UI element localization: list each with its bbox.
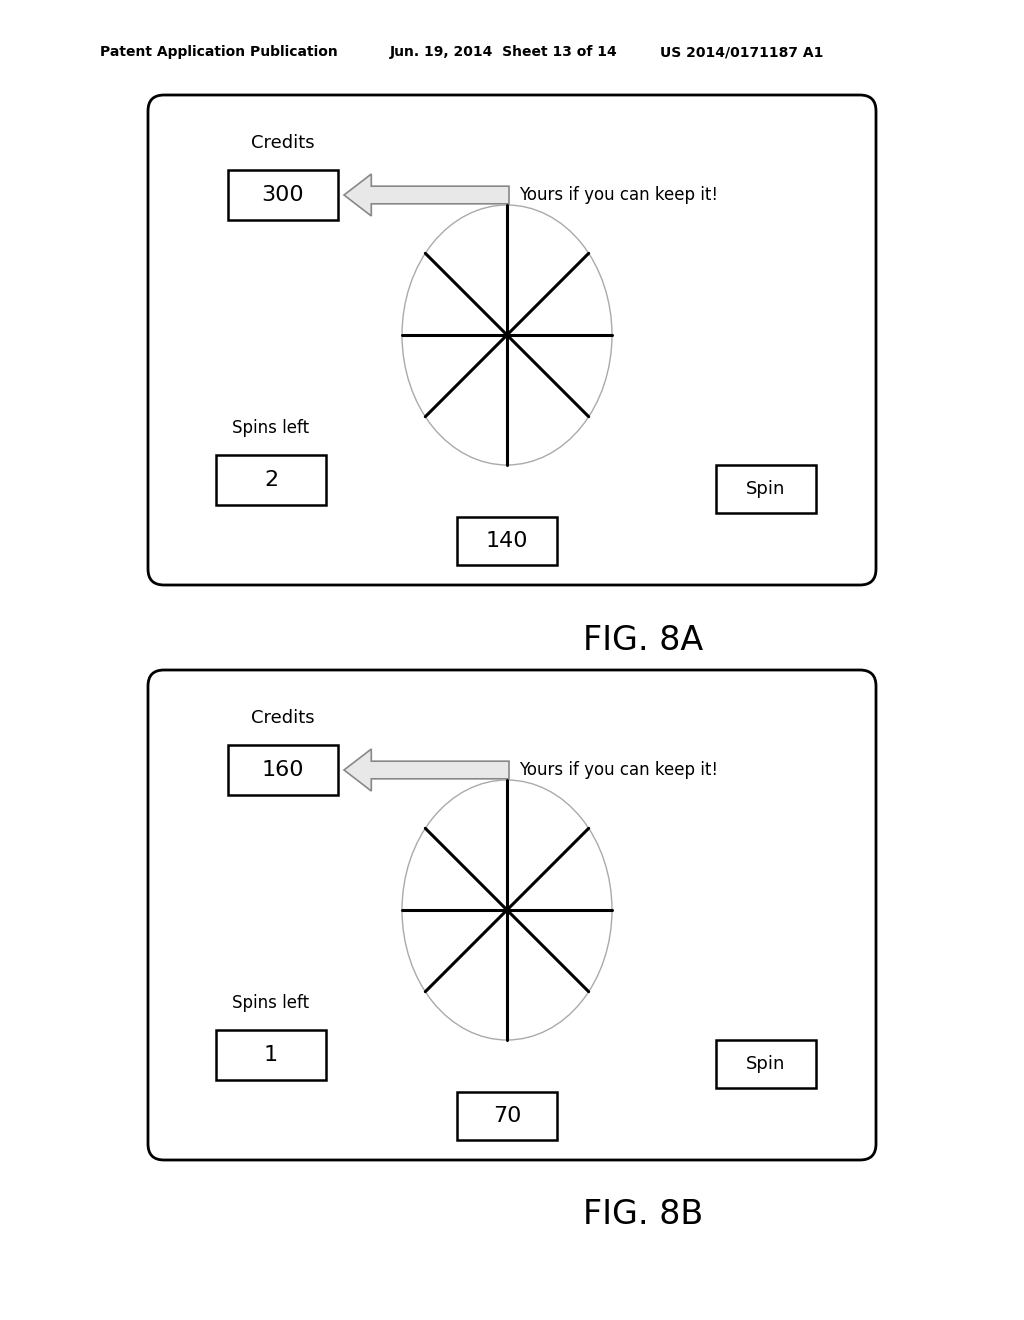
Text: 2: 2 <box>264 470 279 490</box>
Bar <box>228 170 338 220</box>
Text: 1: 1 <box>264 1045 279 1065</box>
Text: US 2014/0171187 A1: US 2014/0171187 A1 <box>660 45 823 59</box>
Text: 160: 160 <box>262 760 304 780</box>
Bar <box>457 517 557 565</box>
Text: 300: 300 <box>262 185 304 205</box>
Bar <box>216 455 326 506</box>
Text: Credits: Credits <box>251 709 314 727</box>
Bar <box>716 465 816 513</box>
Text: Spin: Spin <box>746 480 785 498</box>
Text: 70: 70 <box>493 1106 521 1126</box>
Bar <box>228 744 338 795</box>
Text: Yours if you can keep it!: Yours if you can keep it! <box>519 186 718 205</box>
Text: Credits: Credits <box>251 135 314 152</box>
Text: Yours if you can keep it!: Yours if you can keep it! <box>519 762 718 779</box>
Text: Patent Application Publication: Patent Application Publication <box>100 45 338 59</box>
Text: Spin: Spin <box>746 1055 785 1073</box>
FancyBboxPatch shape <box>148 671 876 1160</box>
Text: 140: 140 <box>485 531 528 550</box>
Ellipse shape <box>402 780 612 1040</box>
FancyBboxPatch shape <box>148 95 876 585</box>
Bar <box>716 1040 816 1088</box>
Ellipse shape <box>402 205 612 465</box>
Bar <box>216 1030 326 1080</box>
Text: Jun. 19, 2014  Sheet 13 of 14: Jun. 19, 2014 Sheet 13 of 14 <box>390 45 617 59</box>
Text: Spins left: Spins left <box>232 418 309 437</box>
Text: FIG. 8B: FIG. 8B <box>583 1199 703 1232</box>
Polygon shape <box>344 748 509 791</box>
Text: Spins left: Spins left <box>232 994 309 1012</box>
Bar <box>457 1092 557 1140</box>
Text: FIG. 8A: FIG. 8A <box>583 623 703 656</box>
Polygon shape <box>344 174 509 216</box>
